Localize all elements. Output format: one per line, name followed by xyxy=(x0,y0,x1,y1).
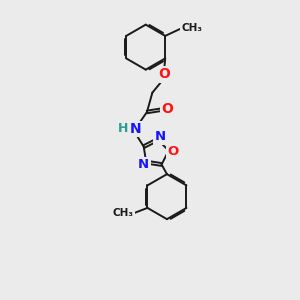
Text: N: N xyxy=(154,130,166,143)
Text: CH₃: CH₃ xyxy=(112,208,134,218)
Text: O: O xyxy=(161,102,173,116)
Text: CH₃: CH₃ xyxy=(181,23,202,33)
Text: O: O xyxy=(168,145,179,158)
Text: N: N xyxy=(129,122,141,136)
Text: O: O xyxy=(158,68,170,82)
Text: N: N xyxy=(138,158,149,171)
Text: H: H xyxy=(118,122,128,134)
